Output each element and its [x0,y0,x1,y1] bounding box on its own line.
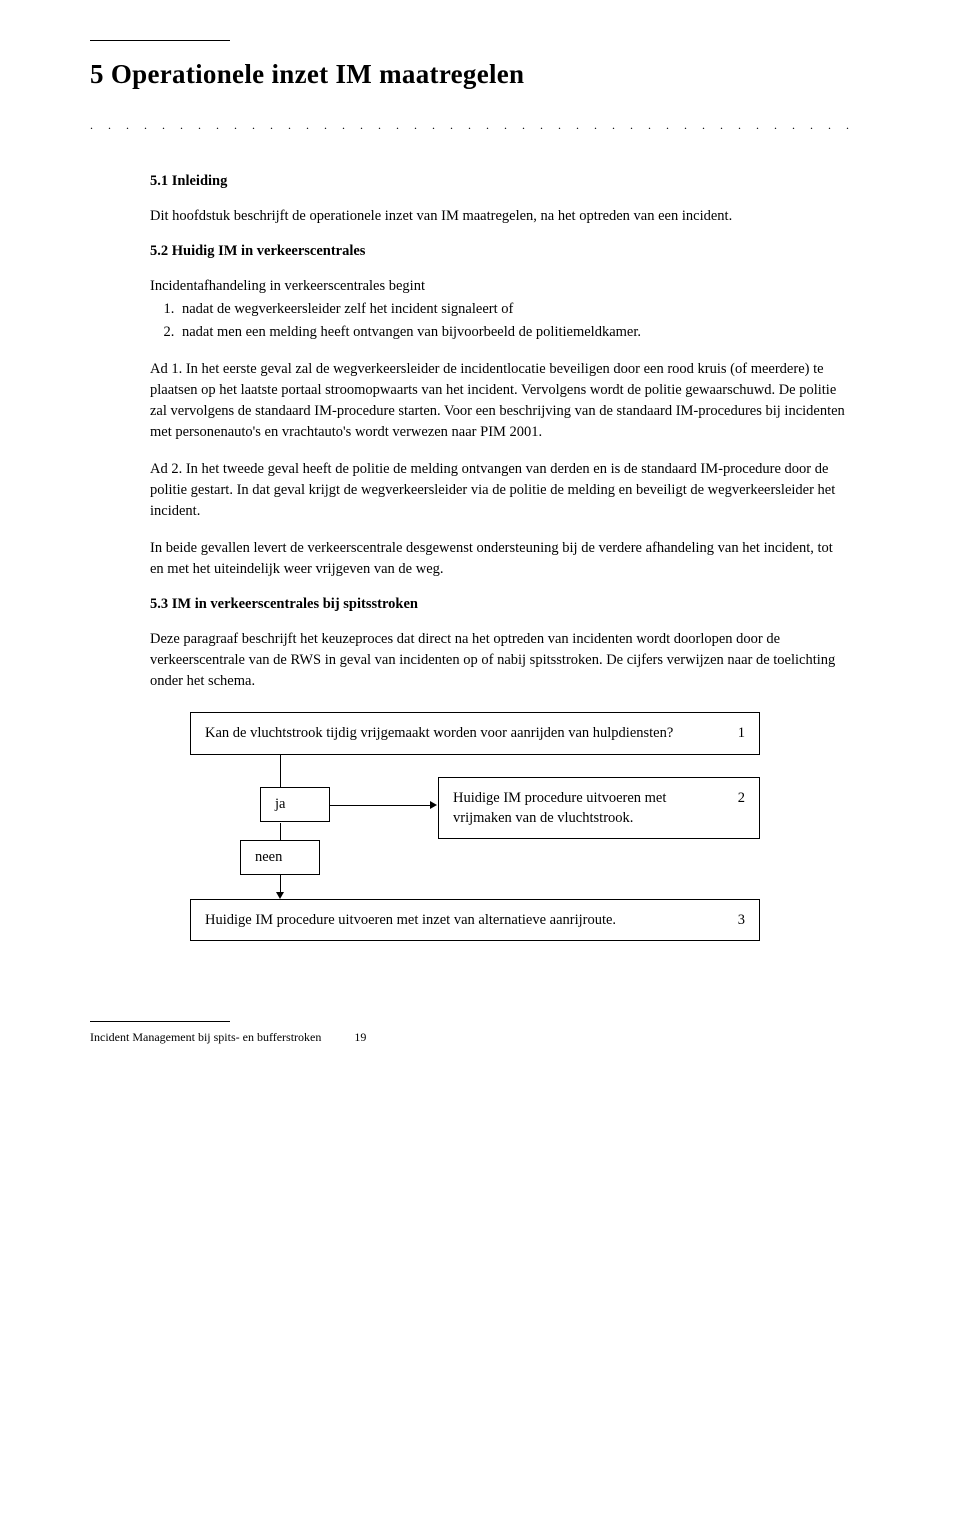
section-5-2-ad1: Ad 1. In het eerste geval zal de wegverk… [150,359,850,443]
flow-box-2-num: 2 [725,788,745,808]
footer-rule [90,1021,230,1022]
flow-box-1: Kan de vluchtstrook tijdig vrijgemaakt w… [190,712,760,754]
section-5-2-intro: Incidentafhandeling in verkeerscentrales… [150,276,850,297]
chapter-title: 5 Operationele inzet IM maatregelen [90,59,850,90]
decision-neen: neen [240,840,320,875]
decision-neen-label: neen [255,849,282,865]
list-item-1: nadat de wegverkeersleider zelf het inci… [178,299,850,320]
section-5-3-p1: Deze paragraaf beschrijft het keuzeproce… [150,629,850,692]
flow-box-3-text: Huidige IM procedure uitvoeren met inzet… [205,910,705,930]
list-item-2: nadat men een melding heeft ontvangen va… [178,322,850,343]
flow-box-1-num: 1 [725,723,745,743]
flow-box-2: Huidige IM procedure uitvoeren met vrijm… [438,777,760,840]
numbered-list: nadat de wegverkeersleider zelf het inci… [150,299,850,343]
connector-v3 [280,875,281,892]
top-rule [90,40,230,41]
section-5-1-heading: 5.1 Inleiding [150,173,850,190]
connector-h1 [330,805,430,806]
flow-box-1-text: Kan de vluchtstrook tijdig vrijgemaakt w… [205,723,705,743]
page-footer: Incident Management bij spits- en buffer… [90,1021,850,1045]
arrow-right-1 [430,801,437,809]
section-5-1-p1: Dit hoofdstuk beschrijft de operationele… [150,206,850,227]
section-5-3-heading: 5.3 IM in verkeerscentrales bij spitsstr… [150,596,850,613]
decision-ja: ja [260,787,330,822]
document-page: 5 Operationele inzet IM maatregelen . . … [0,0,960,1095]
section-5-2-heading: 5.2 Huidig IM in verkeerscentrales [150,243,850,260]
section-5-2-p4: In beide gevallen levert de verkeerscent… [150,538,850,580]
flow-box-3-num: 3 [725,910,745,930]
flowchart: Kan de vluchtstrook tijdig vrijgemaakt w… [160,712,790,941]
flow-box-3: Huidige IM procedure uitvoeren met inzet… [190,899,760,941]
flow-box-2-text: Huidige IM procedure uitvoeren met vrijm… [453,788,705,829]
page-number: 19 [354,1030,366,1045]
connector-v1 [280,755,281,787]
dotted-separator: . . . . . . . . . . . . . . . . . . . . … [90,118,850,133]
footer-text: Incident Management bij spits- en buffer… [90,1030,850,1045]
decision-ja-label: ja [275,796,285,812]
arrow-down-1 [276,892,284,899]
connector-v2 [280,823,281,840]
footer-title: Incident Management bij spits- en buffer… [90,1030,321,1044]
section-5-2-ad2: Ad 2. In het tweede geval heeft de polit… [150,459,850,522]
